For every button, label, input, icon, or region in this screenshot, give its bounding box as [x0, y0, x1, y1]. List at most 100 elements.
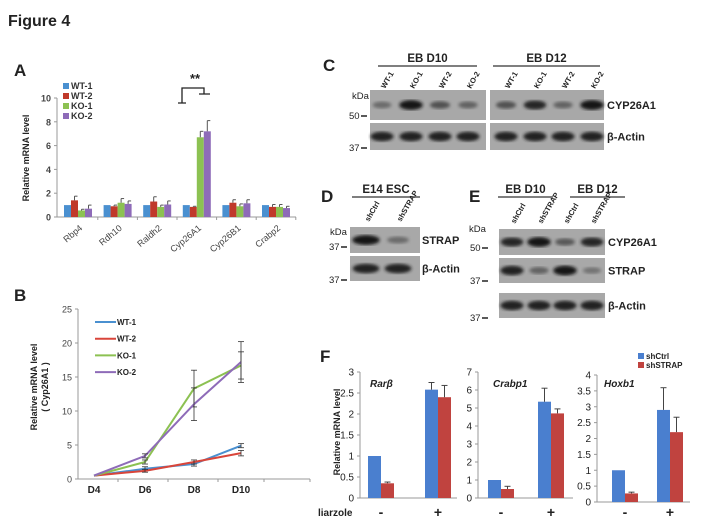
- gene-label: Crabp1: [493, 379, 528, 390]
- x-tick-label: D6: [139, 485, 152, 496]
- bar: [189, 206, 197, 217]
- protein-band: [372, 101, 392, 109]
- gene-label: Rarβ: [370, 379, 393, 390]
- bar: [143, 205, 151, 217]
- y-tick-label: 2: [585, 434, 591, 445]
- protein-band: [523, 131, 547, 142]
- lane-label: KO-2: [589, 70, 606, 90]
- protein-band: [523, 100, 547, 110]
- panel-label: F: [320, 347, 330, 366]
- y-tick-label: 6: [46, 141, 51, 151]
- y-tick-label: 2: [466, 458, 472, 469]
- bar: [368, 456, 381, 498]
- x-tick-label: +: [547, 504, 555, 520]
- bar: [551, 413, 564, 498]
- legend-swatch: [63, 103, 69, 109]
- legend-swatch: [63, 113, 69, 119]
- y-tick-label: 2.5: [577, 418, 591, 429]
- legend-swatch: [638, 353, 644, 359]
- y-tick-label: 10: [62, 407, 72, 417]
- significance-stars: **: [190, 71, 201, 86]
- lane-label: KO-1: [408, 70, 425, 90]
- bar: [150, 201, 158, 217]
- protein-band: [582, 267, 602, 274]
- bar: [262, 205, 269, 217]
- lane-label: WT-1: [379, 70, 396, 90]
- x-tick-label: +: [666, 504, 674, 520]
- panel-label: C: [323, 56, 335, 75]
- mw-marker: 37: [329, 275, 340, 286]
- protein-band: [399, 100, 423, 110]
- legend-label: KO-2: [71, 111, 93, 121]
- bar: [64, 205, 71, 217]
- protein-band: [527, 300, 551, 311]
- legend-label: KO-2: [117, 368, 137, 377]
- blot-row-label: STRAP: [422, 235, 459, 247]
- bar: [612, 470, 625, 502]
- protein-band: [399, 131, 423, 142]
- blot-row-label: β-Actin: [608, 301, 646, 313]
- protein-band: [580, 100, 604, 110]
- x-tick-label: Raldh2: [135, 223, 163, 249]
- blot-row-label: CYP26A1: [608, 237, 657, 249]
- protein-band: [456, 131, 480, 142]
- y-tick-label: 0: [585, 498, 591, 509]
- bar: [78, 210, 85, 217]
- y-axis-label-gene: ( Cyp26A1 ): [40, 362, 50, 412]
- protein-band: [429, 101, 451, 109]
- protein-band: [553, 300, 577, 311]
- mw-marker: 37: [470, 276, 481, 287]
- bar: [203, 131, 211, 217]
- bar: [657, 409, 670, 502]
- blot-group-label: EB D12: [526, 53, 566, 65]
- lane-label: KO-2: [465, 70, 482, 90]
- bar: [157, 206, 165, 217]
- bar: [196, 137, 204, 217]
- bar: [425, 389, 438, 498]
- bar: [182, 205, 190, 217]
- x-tick-label: D8: [188, 485, 201, 496]
- panel-label: A: [14, 61, 26, 80]
- x-tick-label: D10: [232, 485, 251, 496]
- mw-marker: 37: [470, 313, 481, 324]
- legend-swatch: [63, 93, 69, 99]
- blot-group-label: EB D10: [407, 53, 447, 65]
- x-tick-label: Rdh10: [97, 223, 124, 248]
- bar: [269, 206, 276, 217]
- protein-band: [370, 131, 394, 142]
- y-tick-label: 4: [46, 165, 51, 175]
- protein-band: [387, 236, 409, 244]
- gene-label: Hoxb1: [604, 379, 635, 390]
- protein-band: [495, 101, 517, 109]
- blot-row-label: STRAP: [608, 266, 645, 278]
- protein-band: [551, 131, 575, 142]
- blot-row-label: CYP26A1: [607, 100, 656, 112]
- y-tick-label: 1: [466, 476, 472, 487]
- significance-bracket: [178, 87, 210, 104]
- x-tick-label: Crabp2: [253, 223, 282, 250]
- legend-label: KO-1: [71, 101, 93, 111]
- protein-band: [500, 300, 524, 311]
- x-tick-label: Rbp4: [61, 223, 84, 244]
- panel-label: B: [14, 286, 26, 305]
- bar: [283, 208, 290, 217]
- bar: [276, 206, 283, 217]
- y-tick-label: 7: [466, 368, 472, 379]
- protein-band: [580, 131, 604, 142]
- protein-band: [494, 131, 518, 142]
- kda-label: kDa: [352, 91, 370, 102]
- protein-band: [500, 265, 524, 276]
- bar: [71, 200, 78, 217]
- y-tick-label: 3.5: [577, 386, 591, 397]
- protein-band: [529, 267, 549, 274]
- y-tick-label: 10: [41, 94, 51, 104]
- bar: [85, 208, 92, 217]
- x-tick-label: +: [434, 504, 442, 520]
- y-tick-label: 5: [67, 441, 72, 451]
- lane-label: KO-1: [532, 70, 549, 90]
- blot-group-label: E14 ESC: [362, 184, 409, 196]
- series-line: [93, 364, 242, 477]
- lane-label: shCtrl: [562, 202, 581, 225]
- protein-band: [428, 131, 452, 142]
